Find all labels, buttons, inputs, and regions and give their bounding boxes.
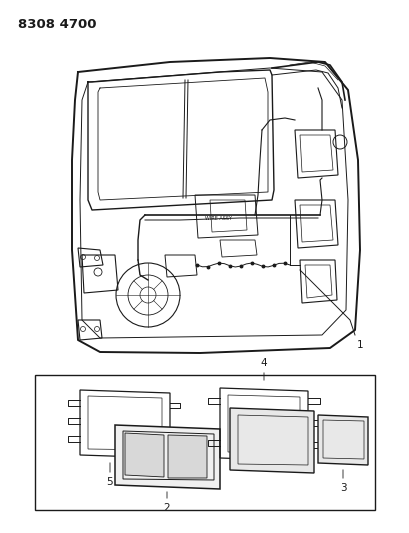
Text: 1: 1 — [356, 340, 363, 350]
Text: WIRE ASSY: WIRE ASSY — [204, 215, 231, 221]
Text: 8308 4700: 8308 4700 — [18, 18, 96, 31]
Polygon shape — [168, 435, 207, 478]
Text: 2: 2 — [163, 503, 170, 513]
Polygon shape — [317, 415, 367, 465]
Polygon shape — [115, 425, 220, 489]
Polygon shape — [229, 408, 313, 473]
Bar — [35, 375, 374, 510]
Text: 5: 5 — [106, 477, 113, 487]
Text: 3: 3 — [339, 483, 346, 493]
Polygon shape — [125, 433, 164, 477]
Text: 4: 4 — [260, 358, 267, 368]
